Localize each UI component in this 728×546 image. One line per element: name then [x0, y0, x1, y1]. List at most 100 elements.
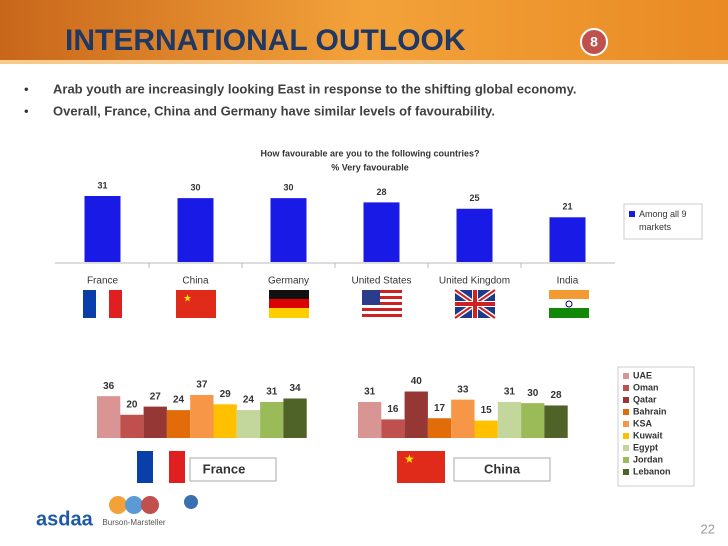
bar [236, 410, 261, 438]
bar [381, 419, 405, 438]
x-tick-label: India [557, 276, 579, 287]
legend-swatch [623, 421, 629, 427]
legend-label: Oman [633, 382, 659, 392]
bullet: Arab youth are increasingly looking East… [53, 81, 576, 96]
bar [456, 208, 493, 262]
value-label: 37 [196, 380, 208, 391]
value-label: 21 [562, 202, 572, 212]
label-box [189, 457, 277, 482]
legend-swatch [623, 373, 629, 379]
flags: ★ ★ [83, 287, 589, 483]
legend-swatch [623, 469, 629, 475]
value-label: 28 [550, 390, 562, 401]
legend-swatch [623, 433, 629, 439]
value-label: 30 [527, 388, 539, 399]
bar [521, 403, 545, 438]
x-tick-label: France [87, 276, 119, 287]
value-label: 25 [469, 193, 479, 203]
value-label: 24 [243, 395, 255, 406]
bar [427, 418, 452, 438]
value-label: 17 [434, 403, 446, 414]
legend-label: Jordan [633, 454, 663, 464]
logo-mark [141, 496, 159, 514]
legend-swatch [623, 409, 629, 415]
legend-label: Egypt [633, 442, 658, 452]
value-label: 15 [481, 405, 493, 416]
value-label: 31 [364, 387, 376, 398]
chart-label: China [484, 461, 521, 476]
value-label: 29 [220, 389, 232, 400]
bar [143, 406, 167, 438]
value-label: 27 [150, 391, 162, 402]
value-label: 24 [173, 395, 185, 406]
header-line [0, 60, 728, 64]
bar [177, 198, 214, 262]
value-label: 30 [283, 183, 293, 193]
bar [363, 202, 400, 262]
legend [623, 203, 703, 240]
bar [497, 401, 522, 438]
bar [549, 217, 586, 262]
legend [617, 366, 695, 487]
value-label: 20 [126, 399, 138, 410]
bar [84, 196, 121, 262]
bar [451, 399, 475, 438]
bar [166, 410, 191, 438]
chart-title: How favourable are you to the following … [260, 148, 479, 158]
value-label: 34 [289, 383, 301, 394]
slide-title: INTERNATIONAL OUTLOOK [65, 24, 466, 57]
bullet-dot: • [24, 81, 29, 96]
legend-label: Kuwait [633, 430, 663, 440]
legend-label: Lebanon [633, 466, 671, 476]
bar [404, 391, 428, 438]
x-tick-label: United Kingdom [439, 276, 510, 287]
chart-label: France [203, 461, 246, 476]
logo: asdaa [36, 508, 94, 530]
value-label: 31 [97, 180, 107, 190]
bullet: Overall, France, China and Germany have … [53, 103, 495, 118]
bar [474, 420, 498, 438]
bar [120, 414, 144, 438]
label-box [453, 457, 551, 482]
bar [260, 401, 284, 438]
bar [213, 404, 237, 438]
bar [270, 198, 307, 262]
bar [190, 395, 214, 438]
legend-label: Among all 9 markets [639, 209, 687, 232]
logo-mark [109, 496, 127, 514]
x-tick-label: Germany [268, 276, 309, 287]
logo-mark [184, 495, 198, 509]
bar [283, 398, 307, 438]
legend-swatch [629, 211, 635, 217]
legend-swatch [623, 445, 629, 451]
bar [97, 396, 121, 438]
value-label: 40 [411, 376, 423, 387]
legend-label: KSA [633, 418, 653, 428]
bar [358, 401, 382, 438]
value-label: 31 [504, 387, 516, 398]
bullet-dot: • [24, 103, 29, 118]
chart-subtitle: % Very favourable [331, 162, 409, 172]
legend-label: Bahrain [633, 406, 667, 416]
page-number: 22 [701, 521, 715, 536]
legend-label: UAE [633, 370, 652, 380]
value-label: 30 [190, 183, 200, 193]
legend-label: Qatar [633, 394, 657, 404]
svg-text:★: ★ [404, 452, 415, 466]
header-bar [0, 0, 728, 60]
badge-text: 8 [590, 34, 598, 50]
legend-swatch [623, 397, 629, 403]
value-label: 16 [387, 404, 399, 415]
x-tick-label: China [182, 276, 209, 287]
value-label: 36 [103, 381, 115, 392]
badge [580, 28, 608, 56]
partner-logo: Burson-Marsteller [102, 518, 165, 527]
legend-swatch [623, 457, 629, 463]
value-label: 33 [457, 384, 469, 395]
bar [544, 405, 568, 438]
value-label: 31 [266, 387, 278, 398]
x-tick-label: United States [351, 276, 411, 287]
logo-mark [125, 496, 143, 514]
